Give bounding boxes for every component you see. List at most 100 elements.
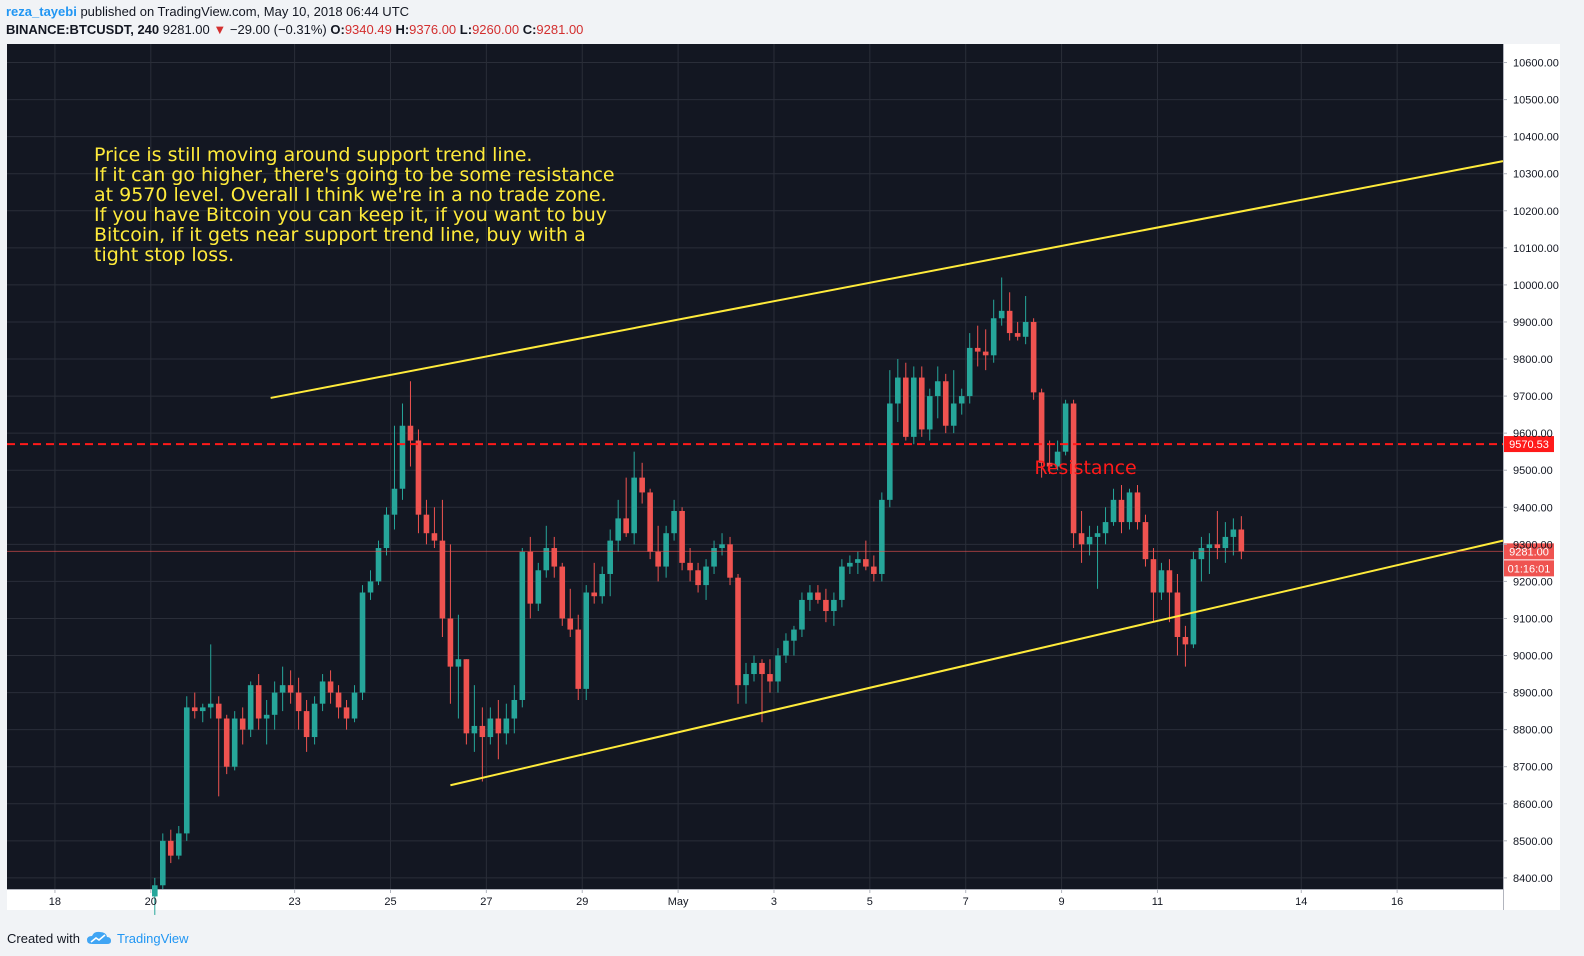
candle-body	[863, 559, 869, 567]
candle-body	[191, 707, 198, 712]
tradingview-cloud-icon[interactable]	[86, 930, 112, 946]
candle-body	[287, 685, 294, 693]
price-tick-label: 9800.00	[1513, 354, 1553, 366]
footer: Created with TradingView	[0, 919, 1584, 956]
author-link[interactable]: reza_tayebi	[6, 4, 77, 19]
candle-body	[231, 718, 238, 767]
symbol-name[interactable]: BINANCE:BTCUSDT, 240	[6, 22, 160, 37]
time-tick-label: 16	[1391, 896, 1403, 908]
candle-body	[1110, 499, 1117, 523]
candle-body	[982, 351, 989, 356]
price-tick-label: 9300.00	[1513, 539, 1553, 551]
time-tick-label: 23	[288, 896, 300, 908]
candle-body	[599, 573, 606, 597]
candle-body	[1142, 522, 1149, 560]
time-tick-label: 20	[145, 896, 157, 908]
candle-body	[815, 592, 821, 600]
countdown-badge	[1504, 560, 1554, 577]
time-tick-label: 14	[1295, 896, 1307, 908]
candle-body	[974, 347, 981, 352]
candle-body	[487, 718, 494, 738]
time-axis-background	[7, 889, 1503, 910]
low-value: 9260.00	[472, 22, 520, 37]
axes: 8400.00 8500.00 8600.00 8700.00 8800.00 8900.…	[49, 58, 1559, 908]
candle-body	[1238, 529, 1245, 552]
annotation-line: Price is still moving around support tre…	[94, 144, 532, 166]
close-value: 9281.00	[536, 22, 584, 37]
tradingview-link[interactable]: TradingView	[117, 931, 189, 946]
candle-body	[351, 692, 358, 719]
price-tick-label: 8500.00	[1513, 836, 1553, 848]
candle-body	[335, 692, 342, 708]
candle-body	[950, 403, 957, 426]
candle-body	[591, 592, 598, 597]
candle-body	[695, 570, 701, 586]
candle-body	[1158, 570, 1165, 593]
price-tick-label: 9600.00	[1513, 428, 1553, 440]
candle-body	[1150, 559, 1157, 593]
candle-body	[1062, 403, 1069, 452]
candle-body	[479, 725, 486, 738]
candle-body	[655, 551, 661, 567]
candle-body	[671, 510, 677, 534]
candle-body	[623, 518, 629, 534]
candle-body	[1030, 321, 1037, 393]
candle-body	[1094, 533, 1101, 537]
candle-body	[743, 674, 749, 686]
candle-body	[918, 377, 925, 430]
candle-body	[159, 840, 166, 886]
price-tick-label: 8900.00	[1513, 688, 1553, 700]
time-tick-label: 9	[1059, 896, 1065, 908]
candle-body	[615, 518, 621, 541]
candle-body	[1006, 310, 1013, 334]
price-tick-label: 8600.00	[1513, 799, 1553, 811]
candle-body	[391, 488, 398, 515]
price-tick-label: 10300.00	[1513, 169, 1559, 181]
publish-date: published on TradingView.com, May 10, 20…	[80, 4, 410, 19]
candle-body	[607, 540, 613, 574]
price-tick-label: 9000.00	[1513, 651, 1553, 663]
price-change: −29.00 (−0.31%)	[229, 22, 327, 37]
candle-body	[575, 629, 582, 689]
resistance-price-badge	[1504, 436, 1554, 453]
candle-body	[639, 477, 645, 493]
candle-body	[1134, 492, 1141, 523]
publish-info: reza_tayebi published on TradingView.com…	[6, 4, 409, 19]
candle-body	[215, 703, 222, 719]
candle-body	[1174, 592, 1181, 637]
time-tick-label: May	[668, 896, 689, 908]
candle-body	[791, 629, 797, 641]
price-tick-label: 10400.00	[1513, 132, 1559, 144]
time-tick-label: 7	[963, 896, 969, 908]
price-tick-label: 10600.00	[1513, 58, 1559, 70]
candle-body	[887, 403, 893, 500]
candle-body	[295, 692, 302, 712]
last-price: 9281.00	[162, 22, 210, 37]
candle-body	[735, 577, 741, 686]
price-chart[interactable]: Resistance 9570.53 9281.00 01:16:01 8400.00…	[0, 44, 1584, 919]
candle-body	[495, 718, 502, 734]
candle-body	[679, 510, 685, 563]
grid	[7, 44, 1503, 889]
time-tick-label: 27	[480, 896, 492, 908]
candle-body	[1078, 533, 1085, 545]
candle-body	[631, 477, 637, 534]
price-tick-label: 8400.00	[1513, 873, 1553, 885]
price-tick-label: 10500.00	[1513, 95, 1559, 107]
candle-body	[279, 685, 286, 693]
price-tick-label: 10100.00	[1513, 243, 1559, 255]
candle-body	[1046, 462, 1053, 467]
candle-body	[1086, 536, 1093, 545]
last-price-badge	[1504, 543, 1554, 560]
candle-body	[383, 514, 390, 549]
candle-body	[998, 310, 1005, 319]
candle-body	[439, 540, 446, 619]
candle-body	[152, 885, 158, 897]
price-tick-label: 9400.00	[1513, 502, 1553, 514]
drawings: Resistance 9570.53 9281.00 01:16:01	[7, 160, 1554, 787]
candle-body	[183, 707, 190, 834]
candle-body	[663, 533, 669, 567]
candle-body	[167, 840, 174, 856]
candle-body	[255, 685, 262, 719]
candle-body	[687, 562, 693, 571]
